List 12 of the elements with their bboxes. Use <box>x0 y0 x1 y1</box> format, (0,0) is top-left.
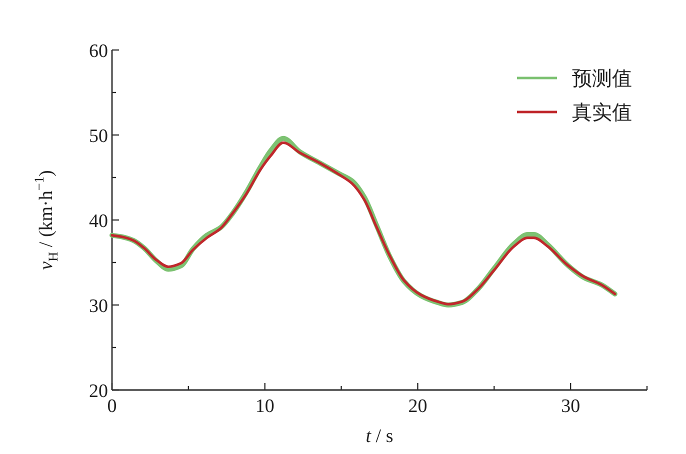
legend-label: 预测值 <box>572 68 632 90</box>
y-tick-label: 20 <box>89 381 108 402</box>
x-tick-label: 30 <box>561 396 580 417</box>
x-tick-label: 20 <box>408 396 428 417</box>
y-tick-label: 40 <box>89 211 108 232</box>
x-tick-label: 10 <box>255 396 274 417</box>
y-tick-label: 30 <box>89 296 108 317</box>
y-tick-label: 60 <box>89 41 108 62</box>
y-tick-label: 50 <box>89 126 108 147</box>
legend-label: 真实值 <box>572 102 632 124</box>
x-axis-title: t / s <box>366 426 394 447</box>
x-tick-label: 0 <box>107 396 117 417</box>
